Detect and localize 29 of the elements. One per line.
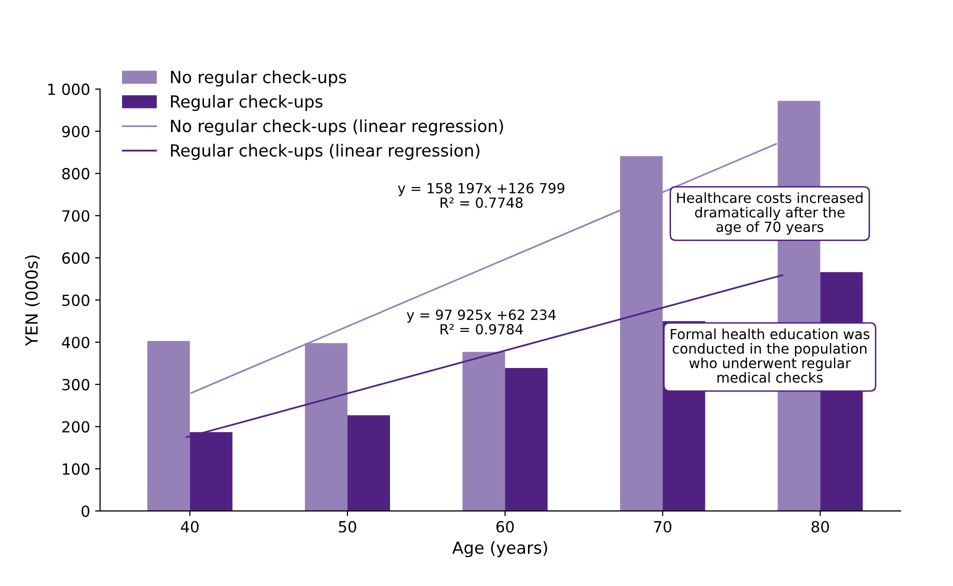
bar — [505, 368, 548, 511]
y-tick-label: 800 — [62, 168, 90, 180]
x-tick-label: 80 — [812, 520, 829, 533]
annotation: Healthcare costs increased dramatically after the age of 70 years — [677, 192, 862, 235]
x-axis-title: Age (years) — [452, 541, 548, 558]
bar — [462, 352, 506, 511]
y-tick-label: 900 — [62, 126, 90, 138]
y-tick-label: 0 — [82, 505, 90, 518]
legend-label: Regular check-ups (linear regression) — [171, 144, 480, 160]
legend-label: No regular check-ups — [171, 70, 346, 87]
x-tick-label: 50 — [338, 520, 356, 533]
x-tick-label: 70 — [654, 520, 672, 533]
x-tick-label: 60 — [496, 520, 514, 533]
y-tick-label: 500 — [62, 294, 90, 306]
y-axis-title: YEN (000s) — [24, 255, 40, 346]
legend-label: No regular check-ups (linear regression) — [171, 119, 503, 136]
legend-label: Regular check-ups — [171, 94, 322, 112]
annotation: y = 158 197x +126 799 R² = 0.7748 — [398, 182, 564, 208]
y-tick-label: 400 — [62, 336, 90, 348]
y-tick-label: 300 — [62, 378, 90, 390]
x-tick-label: 40 — [180, 520, 199, 533]
bar — [347, 415, 390, 511]
y-tick-label: 100 — [62, 463, 90, 475]
y-tick-label: 700 — [62, 210, 90, 222]
y-tick-label: 1 000 — [48, 84, 90, 96]
y-tick-label: 200 — [62, 421, 90, 433]
annotation: y = 97 925x +62 234 R² = 0.9784 — [406, 310, 556, 335]
annotation: Formal health education was conducted in the population who underwent regular medical checks — [670, 328, 870, 383]
y-tick-label: 600 — [62, 252, 90, 264]
